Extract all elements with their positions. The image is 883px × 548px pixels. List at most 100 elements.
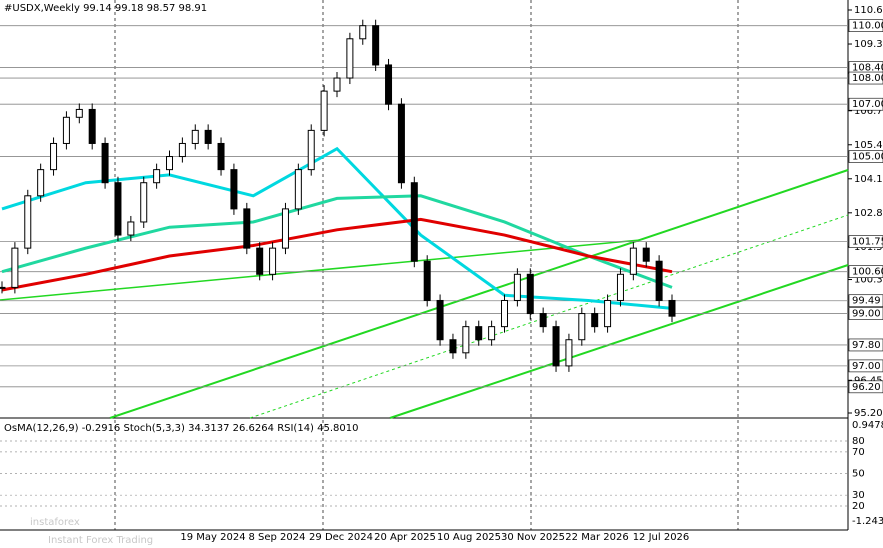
level-box bbox=[848, 150, 883, 163]
channel bbox=[0, 169, 849, 419]
candle bbox=[513, 273, 521, 301]
candle bbox=[114, 182, 122, 236]
candle bbox=[37, 169, 45, 197]
level-label: 107.00 bbox=[852, 99, 883, 110]
candle bbox=[565, 339, 573, 367]
watermark: instaforex bbox=[30, 517, 80, 528]
candle bbox=[166, 156, 173, 171]
y-tick-label: 106.75 bbox=[854, 106, 883, 117]
level-box bbox=[848, 359, 883, 373]
level-box bbox=[848, 19, 883, 33]
y-tick-label: 102.85 bbox=[854, 208, 883, 219]
candle bbox=[230, 169, 238, 210]
candle bbox=[140, 182, 148, 223]
price-line bbox=[1, 217, 673, 292]
candle bbox=[307, 129, 315, 171]
candle bbox=[539, 313, 547, 328]
ohlc: 99.14 99.18 98.57 98.91 bbox=[83, 3, 207, 14]
candle bbox=[462, 326, 470, 354]
y-tick-label: 105.45 bbox=[854, 140, 883, 151]
candle bbox=[346, 38, 354, 79]
x-tick-label: 8 Sep 2024 bbox=[248, 532, 305, 543]
candle bbox=[191, 129, 199, 144]
candle bbox=[88, 108, 96, 144]
candle bbox=[423, 260, 431, 301]
candle bbox=[616, 273, 624, 301]
candle bbox=[127, 221, 135, 236]
price-line bbox=[1, 194, 673, 289]
level-label: 105.00 bbox=[852, 152, 883, 163]
x-tick-label: 10 Aug 2025 bbox=[437, 532, 501, 543]
level-box bbox=[848, 235, 883, 248]
symbol: #USDX,Weekly bbox=[4, 3, 80, 14]
candle bbox=[449, 339, 457, 354]
price-line bbox=[1, 146, 673, 310]
candle bbox=[320, 90, 328, 131]
level-box bbox=[848, 294, 883, 308]
indicator-title: OsMA(12,26,9) -0.2916 Stoch(5,3,3) 34.31… bbox=[4, 423, 359, 434]
candle bbox=[436, 299, 444, 341]
candle bbox=[642, 247, 650, 262]
level-box bbox=[848, 307, 883, 320]
candle bbox=[281, 208, 289, 249]
candle bbox=[526, 273, 534, 315]
ind-tick-label: 80 bbox=[852, 436, 865, 447]
candle bbox=[385, 64, 393, 105]
level-label: 97.00 bbox=[852, 361, 881, 372]
candle bbox=[269, 247, 277, 275]
y-tick-label: 95.20 bbox=[854, 408, 883, 419]
x-tick-label: 29 Dec 2024 bbox=[309, 532, 373, 543]
candle bbox=[75, 108, 83, 118]
chart-title: #USDX,Weekly 99.14 99.18 98.57 98.91 bbox=[4, 3, 207, 14]
x-tick-label: 19 May 2024 bbox=[180, 532, 245, 543]
y-tick-label: 104.15 bbox=[854, 174, 883, 185]
candle bbox=[50, 142, 58, 171]
candle bbox=[604, 299, 612, 328]
candle bbox=[578, 313, 586, 341]
candle bbox=[0, 286, 6, 289]
candle bbox=[552, 326, 560, 367]
vertical-grid bbox=[114, 0, 739, 530]
candle bbox=[217, 142, 225, 171]
candle bbox=[243, 208, 251, 249]
candle bbox=[668, 299, 676, 317]
ind-tick-label: 30 bbox=[852, 490, 865, 501]
level-label: 96.20 bbox=[852, 382, 881, 393]
watermark-sub: Instant Forex Trading bbox=[48, 535, 153, 546]
candle bbox=[333, 77, 341, 92]
candle bbox=[397, 103, 405, 184]
level-box bbox=[848, 71, 883, 85]
candle bbox=[62, 116, 70, 144]
level-label: 108.00 bbox=[852, 73, 883, 84]
candle bbox=[359, 25, 367, 40]
candle bbox=[591, 313, 599, 328]
level-label: 100.60 bbox=[852, 267, 883, 278]
candle bbox=[410, 182, 418, 262]
candle bbox=[153, 169, 161, 184]
ind-max: 0.9478 bbox=[852, 420, 883, 431]
candle bbox=[178, 142, 186, 158]
x-tick-label: 20 Apr 2025 bbox=[374, 532, 436, 543]
candle bbox=[204, 129, 212, 144]
level-label: 101.75 bbox=[852, 237, 883, 248]
y-tick-label: 109.30 bbox=[854, 39, 883, 50]
y-tick-label: 100.30 bbox=[854, 275, 883, 286]
x-tick-label: 22 Mar 2026 bbox=[565, 532, 628, 543]
ind-tick-label: 50 bbox=[852, 469, 865, 480]
ind-tick-label: 70 bbox=[852, 447, 865, 458]
x-tick-label: 12 Jul 2026 bbox=[633, 532, 690, 543]
level-label: 110.00 bbox=[852, 21, 883, 32]
level-box bbox=[848, 338, 883, 352]
candle bbox=[488, 326, 496, 341]
level-label: 97.80 bbox=[852, 340, 881, 351]
candle bbox=[475, 326, 483, 341]
level-box bbox=[848, 97, 883, 111]
candle bbox=[256, 247, 264, 275]
candle bbox=[501, 299, 508, 328]
candle bbox=[629, 247, 637, 275]
x-tick-label: 30 Nov 2025 bbox=[501, 532, 565, 543]
ind-tick-label: 20 bbox=[852, 501, 865, 512]
candle bbox=[655, 260, 663, 301]
